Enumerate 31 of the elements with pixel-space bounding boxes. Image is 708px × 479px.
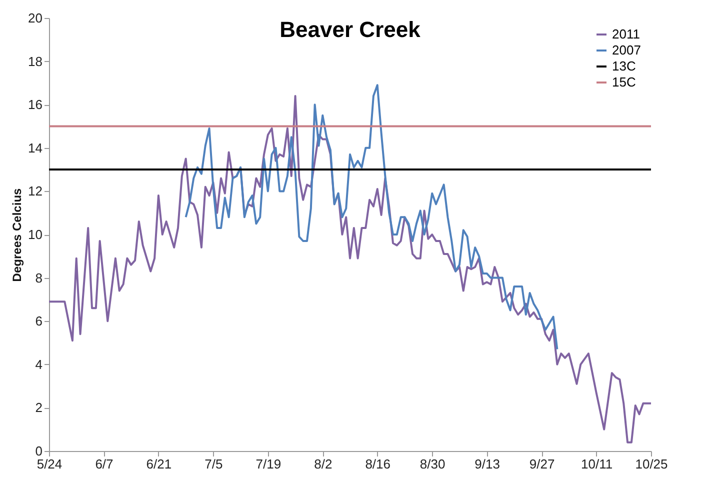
y-tick-label: 4 bbox=[35, 356, 42, 372]
x-tick-label: 7/5 bbox=[204, 456, 223, 472]
x-tick-label: 6/7 bbox=[95, 456, 114, 472]
x-tick-label: 7/19 bbox=[256, 456, 282, 472]
y-tick-label: 0 bbox=[35, 444, 42, 458]
y-tick-label: 10 bbox=[28, 227, 42, 242]
legend-label: 2011 bbox=[612, 26, 640, 42]
x-tick-label: 10/11 bbox=[580, 456, 613, 472]
y-tick-label: 20 bbox=[28, 10, 42, 26]
x-tick-label: 6/21 bbox=[146, 456, 172, 472]
x-tick-label: 8/2 bbox=[314, 456, 332, 472]
y-tick-label: 18 bbox=[28, 54, 42, 69]
x-tick-label: 8/30 bbox=[420, 456, 446, 472]
y-tick-label: 14 bbox=[28, 140, 42, 156]
legend-label: 13C bbox=[612, 58, 636, 74]
x-tick-label: 9/13 bbox=[474, 456, 500, 472]
x-tick-label: 5/24 bbox=[36, 456, 62, 472]
x-tick-label: 9/27 bbox=[529, 456, 555, 472]
y-tick-label: 2 bbox=[35, 400, 42, 416]
y-axis-title: Degrees Celcius bbox=[10, 188, 24, 282]
legend-label: 2007 bbox=[612, 42, 641, 58]
y-tick-label: 6 bbox=[35, 314, 42, 329]
y-tick-label: 12 bbox=[28, 184, 42, 199]
legend-label: 15C bbox=[612, 74, 636, 90]
line-series bbox=[184, 84, 558, 350]
x-tick-label: 10/25 bbox=[635, 456, 668, 472]
y-tick-label: 8 bbox=[35, 270, 42, 286]
x-tick-label: 8/16 bbox=[365, 456, 391, 472]
chart-title: Beaver Creek bbox=[280, 17, 422, 42]
line-series bbox=[48, 94, 652, 444]
y-tick-label: 16 bbox=[28, 97, 42, 112]
